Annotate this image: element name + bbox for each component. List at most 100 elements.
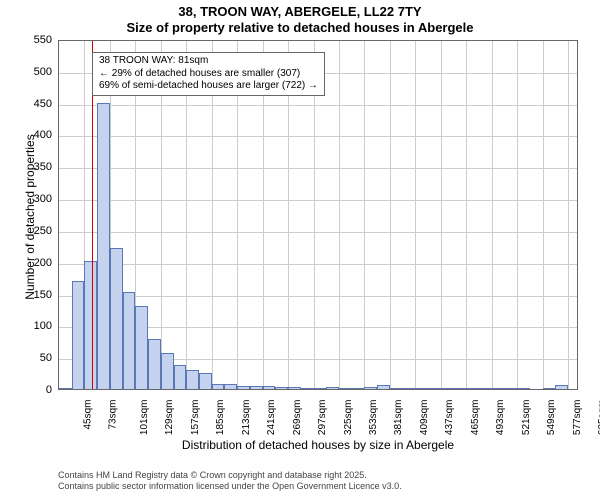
histogram-bar [263, 386, 276, 389]
chart-container: 38, TROON WAY, ABERGELE, LL22 7TY Size o… [0, 0, 600, 500]
gridline-v [441, 41, 442, 389]
gridline-h [59, 105, 577, 106]
ytick-label: 350 [20, 161, 52, 173]
histogram-bar [314, 388, 327, 389]
annotation-line2: ← 29% of detached houses are smaller (30… [99, 68, 318, 81]
histogram-bar [504, 388, 517, 389]
gridline-v [364, 41, 365, 389]
xtick-label: 521sqm [521, 400, 532, 436]
histogram-bar [479, 388, 492, 389]
histogram-bar [199, 373, 212, 389]
ytick-label: 250 [20, 225, 52, 237]
histogram-bar [492, 388, 505, 389]
chart-title-line1: 38, TROON WAY, ABERGELE, LL22 7TY [0, 4, 600, 20]
histogram-bar [110, 248, 123, 389]
xtick-label: 241sqm [266, 400, 277, 436]
histogram-bar [326, 387, 339, 389]
histogram-bar [72, 281, 85, 389]
histogram-bar [428, 388, 441, 389]
gridline-h [59, 168, 577, 169]
xtick-label: 493sqm [495, 400, 506, 436]
ytick-label: 200 [20, 257, 52, 269]
footer-line1: Contains HM Land Registry data © Crown c… [58, 470, 402, 481]
x-axis-label: Distribution of detached houses by size … [58, 438, 578, 452]
gridline-v [517, 41, 518, 389]
histogram-bar [339, 388, 352, 389]
annotation-line1: 38 TROON WAY: 81sqm [99, 55, 318, 68]
histogram-bar [377, 385, 390, 389]
histogram-bar [250, 386, 263, 389]
xtick-label: 297sqm [317, 400, 328, 436]
xtick-label: 101sqm [139, 400, 150, 436]
ytick-label: 50 [20, 352, 52, 364]
gridline-v [415, 41, 416, 389]
xtick-label: 45sqm [83, 400, 94, 430]
histogram-bar [441, 388, 454, 389]
histogram-bar [555, 385, 568, 389]
histogram-bar [224, 384, 237, 389]
annotation-box: 38 TROON WAY: 81sqm ← 29% of detached ho… [92, 52, 325, 96]
xtick-label: 213sqm [241, 400, 252, 436]
ytick-label: 150 [20, 289, 52, 301]
histogram-bar [352, 388, 365, 389]
annotation-line3: 69% of semi-detached houses are larger (… [99, 80, 318, 93]
ytick-label: 450 [20, 98, 52, 110]
chart-title-block: 38, TROON WAY, ABERGELE, LL22 7TY Size o… [0, 0, 600, 35]
gridline-v [543, 41, 544, 389]
histogram-bar [364, 387, 377, 389]
y-axis-label: Number of detached properties [23, 117, 37, 317]
gridline-v [390, 41, 391, 389]
xtick-label: 185sqm [215, 400, 226, 436]
ytick-label: 550 [20, 34, 52, 46]
histogram-bar [148, 339, 161, 389]
xtick-label: 381sqm [394, 400, 405, 436]
histogram-bar [237, 386, 250, 389]
histogram-bar [212, 384, 225, 389]
histogram-bar [454, 388, 467, 389]
xtick-label: 73sqm [108, 400, 119, 430]
histogram-bar [135, 306, 148, 389]
xtick-label: 269sqm [292, 400, 303, 436]
gridline-v [339, 41, 340, 389]
ytick-label: 500 [20, 66, 52, 78]
histogram-bar [543, 388, 556, 389]
histogram-bar [403, 388, 416, 389]
chart-title-line2: Size of property relative to detached ho… [0, 20, 600, 36]
xtick-label: 549sqm [546, 400, 557, 436]
gridline-h [59, 136, 577, 137]
xtick-label: 129sqm [164, 400, 175, 436]
ytick-label: 300 [20, 193, 52, 205]
chart-footer: Contains HM Land Registry data © Crown c… [58, 470, 402, 493]
footer-line2: Contains public sector information licen… [58, 481, 402, 492]
gridline-h [59, 264, 577, 265]
histogram-bar [288, 387, 301, 389]
histogram-bar [517, 388, 530, 389]
histogram-bar [97, 103, 110, 389]
gridline-h [59, 296, 577, 297]
xtick-label: 325sqm [343, 400, 354, 436]
gridline-v [492, 41, 493, 389]
xtick-label: 353sqm [368, 400, 379, 436]
gridline-v [466, 41, 467, 389]
histogram-bar [123, 292, 136, 389]
xtick-label: 577sqm [572, 400, 583, 436]
gridline-h [59, 200, 577, 201]
histogram-bar [174, 365, 187, 389]
xtick-label: 409sqm [419, 400, 430, 436]
histogram-bar [161, 353, 174, 389]
histogram-bar [186, 370, 199, 389]
xtick-label: 465sqm [470, 400, 481, 436]
xtick-label: 157sqm [190, 400, 201, 436]
histogram-bar [390, 388, 403, 389]
ytick-label: 400 [20, 129, 52, 141]
ytick-label: 100 [20, 320, 52, 332]
histogram-bar [301, 388, 314, 389]
histogram-bar [466, 388, 479, 389]
histogram-bar [415, 388, 428, 389]
gridline-v [568, 41, 569, 389]
histogram-bar [275, 387, 288, 389]
ytick-label: 0 [20, 384, 52, 396]
gridline-h [59, 232, 577, 233]
histogram-bar [59, 388, 72, 389]
xtick-label: 437sqm [444, 400, 455, 436]
